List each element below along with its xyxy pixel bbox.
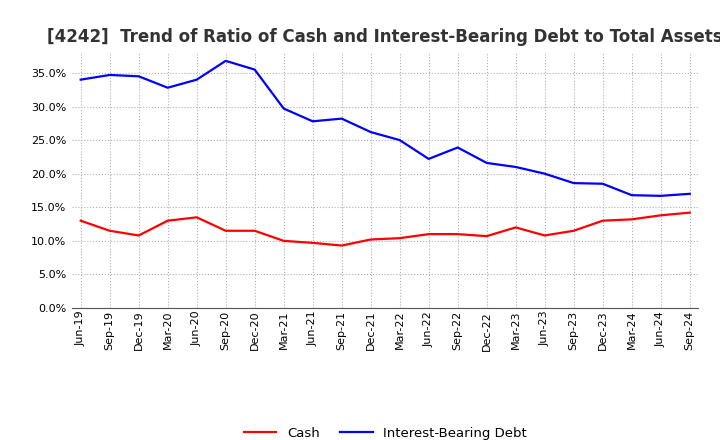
Cash: [338, 243, 346, 248]
Cash: [482, 234, 491, 239]
Cash: [308, 240, 317, 246]
Cash: [454, 231, 462, 237]
Interest-Bearing Debt: [570, 180, 578, 186]
Cash: [598, 218, 607, 224]
Cash: [251, 228, 259, 233]
Cash: [279, 238, 288, 243]
Interest-Bearing Debt: [657, 193, 665, 198]
Cash: [366, 237, 375, 242]
Interest-Bearing Debt: [511, 164, 520, 169]
Interest-Bearing Debt: [221, 58, 230, 63]
Interest-Bearing Debt: [251, 67, 259, 72]
Interest-Bearing Debt: [627, 193, 636, 198]
Interest-Bearing Debt: [135, 73, 143, 79]
Interest-Bearing Debt: [598, 181, 607, 187]
Interest-Bearing Debt: [395, 137, 404, 143]
Interest-Bearing Debt: [454, 145, 462, 150]
Interest-Bearing Debt: [541, 171, 549, 176]
Interest-Bearing Debt: [366, 129, 375, 135]
Cash: [685, 210, 694, 215]
Interest-Bearing Debt: [482, 160, 491, 165]
Interest-Bearing Debt: [76, 77, 85, 82]
Title: [4242]  Trend of Ratio of Cash and Interest-Bearing Debt to Total Assets: [4242] Trend of Ratio of Cash and Intere…: [48, 28, 720, 46]
Cash: [105, 228, 114, 233]
Interest-Bearing Debt: [105, 72, 114, 77]
Interest-Bearing Debt: [279, 106, 288, 111]
Cash: [221, 228, 230, 233]
Interest-Bearing Debt: [163, 85, 172, 90]
Interest-Bearing Debt: [192, 77, 201, 82]
Interest-Bearing Debt: [685, 191, 694, 197]
Legend: Cash, Interest-Bearing Debt: Cash, Interest-Bearing Debt: [238, 422, 532, 440]
Cash: [135, 233, 143, 238]
Cash: [424, 231, 433, 237]
Interest-Bearing Debt: [424, 156, 433, 161]
Cash: [192, 215, 201, 220]
Cash: [657, 213, 665, 218]
Interest-Bearing Debt: [308, 119, 317, 124]
Cash: [570, 228, 578, 233]
Cash: [511, 225, 520, 230]
Cash: [163, 218, 172, 224]
Line: Interest-Bearing Debt: Interest-Bearing Debt: [81, 61, 690, 196]
Cash: [541, 233, 549, 238]
Line: Cash: Cash: [81, 213, 690, 246]
Cash: [76, 218, 85, 224]
Interest-Bearing Debt: [338, 116, 346, 121]
Cash: [627, 217, 636, 222]
Cash: [395, 235, 404, 241]
